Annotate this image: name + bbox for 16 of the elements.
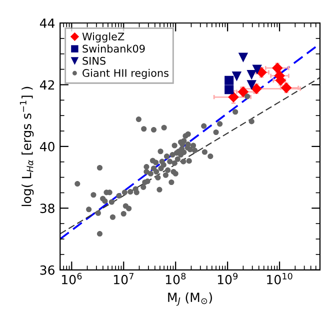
legend-label: Swinbank09 (82, 44, 145, 53)
y-tick-label: 44 (40, 18, 55, 28)
y-tick-label: 36 (40, 265, 54, 275)
legend-label: WiggleZ (82, 32, 124, 42)
x-tick-label: 10$^{9}$ (218, 272, 238, 284)
legend-label: SINS (82, 56, 106, 65)
legend-label: Giant HII regions (82, 68, 168, 79)
y-tick-label: 38 (40, 204, 54, 214)
y-axis-title: log( L$_{Hα}$ [ergs s$^{−1}$] ) (20, 86, 34, 206)
y-tick-label: 40 (40, 142, 54, 152)
x-tick-label: 10$^{10}$ (267, 272, 292, 284)
x-axis-title: M$_{J}$ (M$_{⊙}$) (168, 292, 212, 306)
y-tick-label: 42 (40, 80, 54, 90)
x-tick-label: 10$^{7}$ (114, 273, 134, 284)
x-tick-label: 10$^{8}$ (166, 272, 186, 284)
x-tick-label: 10$^{6}$ (62, 272, 82, 284)
